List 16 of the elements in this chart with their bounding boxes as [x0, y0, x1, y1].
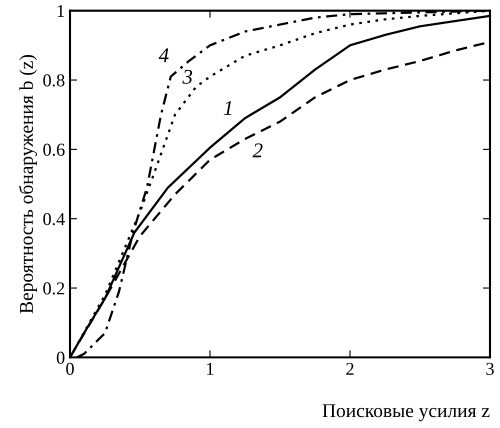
y-tick-label: 1 [58, 5, 64, 17]
annotation: 3 [182, 70, 192, 84]
y-tick-label: 0.8 [43, 74, 64, 87]
x-tick-label: 0 [66, 362, 74, 375]
annotation: 1 [224, 101, 232, 115]
y-tick-label: 0.6 [43, 144, 65, 156]
y-tick-label: 0.4 [43, 212, 65, 226]
x-tick-label: 2 [346, 362, 354, 375]
x-axis-title: Поисковые усилия z [322, 404, 490, 422]
y-tick-label: 0.2 [43, 282, 64, 295]
annotation: 4 [158, 48, 169, 62]
x-tick-label: 1 [207, 362, 214, 375]
annotation: 2 [252, 143, 263, 158]
y-axis-title: Вероятность обнаружения b (z) [18, 55, 38, 314]
y-tick-label: 0 [56, 352, 64, 364]
x-tick-label: 3 [486, 362, 494, 375]
